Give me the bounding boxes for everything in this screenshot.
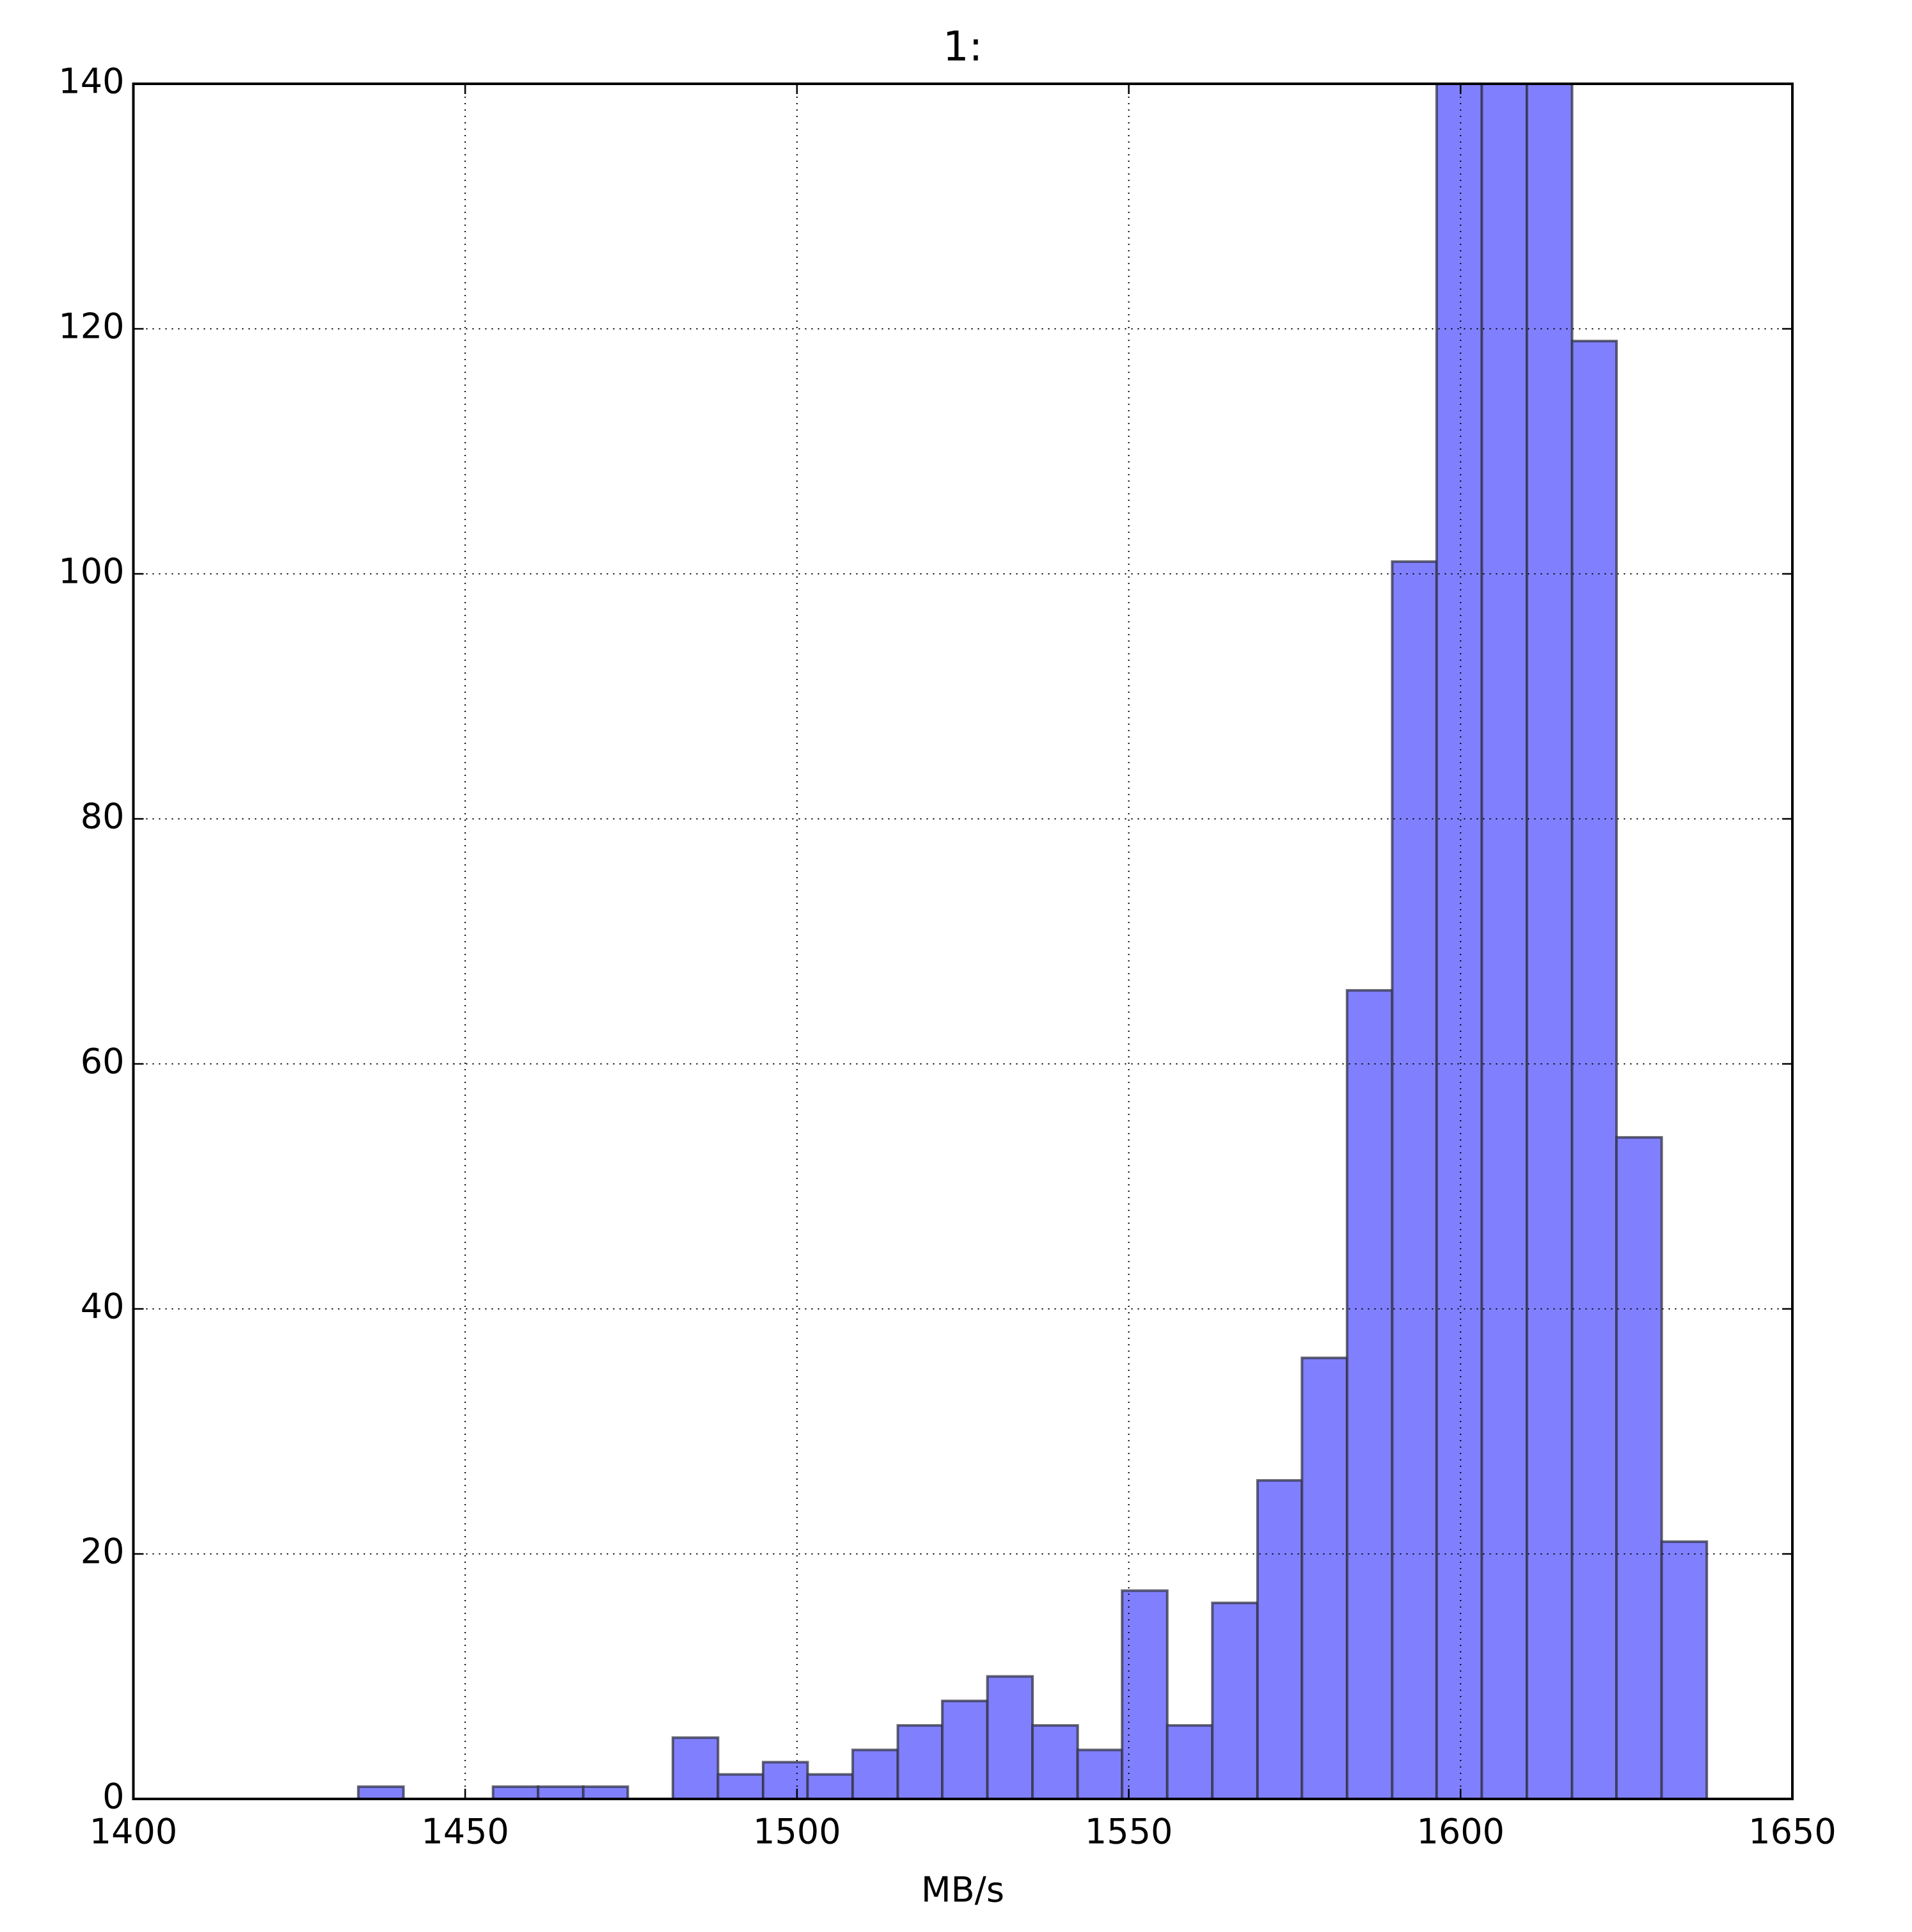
y-tick-label: 20 <box>81 1532 125 1572</box>
bar <box>1211 1601 1259 1799</box>
bar <box>1165 1724 1214 1799</box>
bar <box>491 1785 540 1799</box>
bar <box>806 1773 855 1799</box>
y-tick-label: 140 <box>58 61 124 102</box>
bar <box>761 1761 809 1799</box>
bar <box>1660 1540 1709 1799</box>
bar <box>1526 84 1574 1799</box>
x-axis-label: MB/s <box>921 1870 1004 1910</box>
bars <box>357 84 1709 1799</box>
bar <box>1076 1748 1124 1799</box>
bar <box>896 1724 944 1799</box>
bar <box>716 1773 764 1799</box>
bar <box>1435 84 1483 1799</box>
bar <box>1345 989 1394 1799</box>
bar <box>1256 1479 1304 1799</box>
y-tick-label: 0 <box>102 1777 124 1817</box>
bar <box>1391 560 1438 1799</box>
y-tick-label: 60 <box>81 1041 125 1082</box>
y-tick-label: 40 <box>81 1287 125 1327</box>
bar <box>357 1785 405 1799</box>
x-tick-label: 1500 <box>753 1812 841 1852</box>
y-tick-label: 80 <box>81 796 125 837</box>
bar <box>581 1785 629 1799</box>
bar <box>1031 1724 1079 1799</box>
bar <box>1615 1136 1663 1799</box>
bar <box>671 1736 720 1799</box>
bar <box>1570 340 1618 1799</box>
y-tick-label: 100 <box>58 551 124 592</box>
x-tick-label: 1450 <box>421 1812 509 1852</box>
bar <box>851 1748 899 1799</box>
bar <box>941 1699 989 1799</box>
x-tick-label: 1400 <box>90 1812 177 1852</box>
bar <box>537 1785 585 1799</box>
bar <box>1480 84 1529 1799</box>
x-tick-label: 1550 <box>1085 1812 1173 1852</box>
plot-frame <box>132 83 1794 1800</box>
bar <box>1300 1356 1348 1799</box>
x-tick-label: 1600 <box>1417 1812 1505 1852</box>
bar <box>986 1675 1034 1799</box>
x-tick-label: 1650 <box>1748 1812 1836 1852</box>
bar <box>1121 1589 1169 1799</box>
y-tick-label: 120 <box>58 306 124 347</box>
chart-title: 1: <box>943 24 983 71</box>
axes: 1400 1450 1500 1550 1600 1650 0 20 40 60 80 100 120 1… <box>58 61 1836 1852</box>
